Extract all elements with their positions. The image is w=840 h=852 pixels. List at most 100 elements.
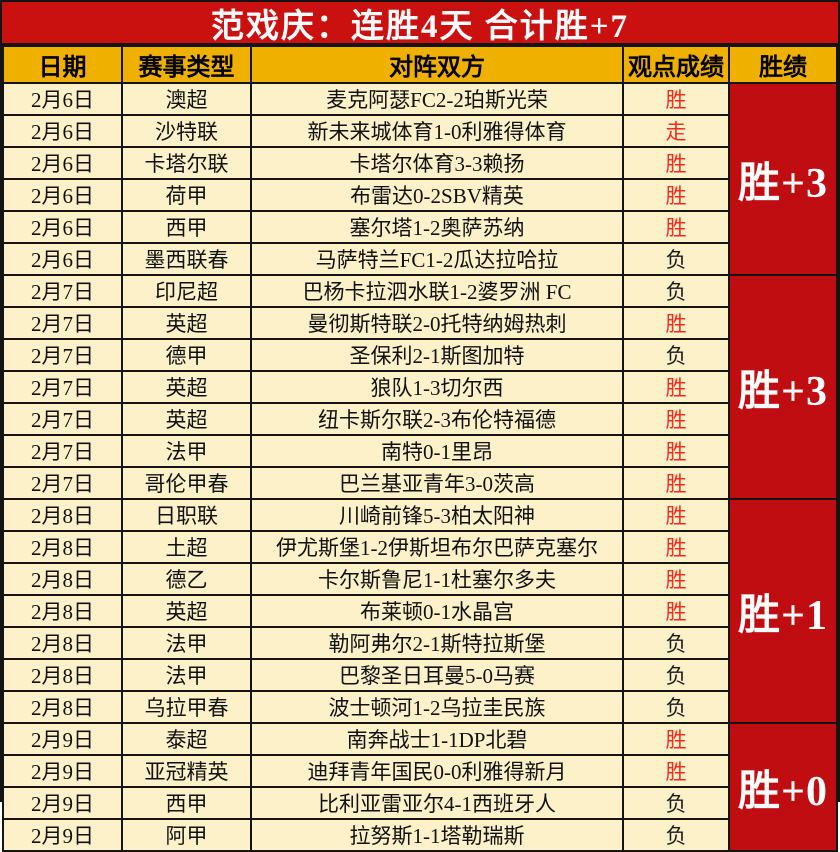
date-cell: 2月8日 bbox=[2, 626, 123, 660]
date-cell: 2月7日 bbox=[2, 274, 123, 308]
result-cell: 走 bbox=[622, 114, 730, 148]
match-cell: 狼队1-3切尔西 bbox=[250, 370, 624, 404]
column-header-streak: 胜绩 bbox=[728, 45, 838, 84]
date-cell: 2月8日 bbox=[2, 562, 123, 596]
league-cell: 土超 bbox=[121, 530, 252, 564]
league-cell: 阿甲 bbox=[121, 818, 252, 852]
table-row: 2月6日 西甲 塞尔塔1-2奥萨苏纳 胜 bbox=[2, 210, 837, 244]
match-cell: 巴杨卡拉泗水联1-2婆罗洲 FC bbox=[250, 274, 624, 308]
result-cell: 负 bbox=[622, 690, 730, 724]
table-row: 2月6日 荷甲 布雷达0-2SBV精英 胜 bbox=[2, 178, 837, 212]
result-cell: 胜 bbox=[622, 466, 730, 500]
result-cell: 胜 bbox=[622, 498, 730, 532]
column-header-date: 日期 bbox=[2, 45, 123, 84]
page-title: 范戏庆：连胜4天 合计胜+7 bbox=[210, 8, 630, 45]
streak-summary-cell: 胜+1 bbox=[728, 498, 838, 724]
match-cell: 布雷达0-2SBV精英 bbox=[250, 178, 624, 212]
date-cell: 2月9日 bbox=[2, 754, 123, 788]
match-cell: 塞尔塔1-2奥萨苏纳 bbox=[250, 210, 624, 244]
result-cell: 胜 bbox=[622, 306, 730, 340]
table-row: 2月7日 印尼超 巴杨卡拉泗水联1-2婆罗洲 FC 负 胜+3 bbox=[2, 274, 838, 500]
streak-summary-cell: 胜+0 bbox=[728, 722, 838, 852]
league-cell: 哥伦甲春 bbox=[121, 466, 252, 500]
match-cell: 波士顿河1-2乌拉圭民族 bbox=[250, 690, 624, 724]
date-cell: 2月6日 bbox=[2, 178, 123, 212]
league-cell: 墨西联春 bbox=[121, 242, 252, 276]
date-cell: 2月7日 bbox=[2, 338, 123, 372]
match-cell: 拉努斯1-1塔勒瑞斯 bbox=[250, 818, 624, 852]
league-cell: 英超 bbox=[121, 594, 252, 628]
match-cell: 川崎前锋5-3柏太阳神 bbox=[250, 498, 624, 532]
date-cell: 2月6日 bbox=[2, 242, 123, 276]
result-cell: 胜 bbox=[622, 178, 730, 212]
league-cell: 乌拉甲春 bbox=[121, 690, 252, 724]
date-cell: 2月7日 bbox=[2, 466, 123, 500]
result-cell: 胜 bbox=[622, 82, 730, 116]
result-cell: 胜 bbox=[622, 210, 730, 244]
table-row: 2月9日 亚冠精英 迪拜青年国民0-0利雅得新月 胜 bbox=[2, 754, 837, 788]
date-cell: 2月7日 bbox=[2, 306, 123, 340]
date-cell: 2月9日 bbox=[2, 818, 123, 852]
result-cell: 胜 bbox=[622, 402, 730, 436]
league-cell: 法甲 bbox=[121, 434, 252, 468]
league-cell: 英超 bbox=[121, 370, 252, 404]
result-cell: 胜 bbox=[622, 146, 730, 180]
league-cell: 沙特联 bbox=[121, 114, 252, 148]
date-cell: 2月7日 bbox=[2, 434, 123, 468]
result-cell: 负 bbox=[622, 242, 730, 276]
match-cell: 马萨特兰FC1-2瓜达拉哈拉 bbox=[250, 242, 624, 276]
date-cell: 2月6日 bbox=[2, 210, 123, 244]
match-cell: 纽卡斯尔联2-3布伦特福德 bbox=[250, 402, 624, 436]
table-row: 2月6日 墨西联春 马萨特兰FC1-2瓜达拉哈拉 负 bbox=[2, 242, 837, 276]
table-row: 2月6日 沙特联 新未来城体育1-0利雅得体育 走 bbox=[2, 114, 837, 148]
match-cell: 伊尤斯堡1-2伊斯坦布尔巴萨克塞尔 bbox=[250, 530, 624, 564]
league-cell: 日职联 bbox=[121, 498, 252, 532]
column-header-league: 赛事类型 bbox=[121, 45, 252, 84]
streak-summary-cell: 胜+3 bbox=[728, 274, 838, 500]
match-cell: 比利亚雷亚尔4-1西班牙人 bbox=[250, 786, 624, 820]
table-row: 2月8日 英超 布莱顿0-1水晶宫 胜 bbox=[2, 594, 837, 628]
match-cell: 新未来城体育1-0利雅得体育 bbox=[250, 114, 624, 148]
league-cell: 英超 bbox=[121, 402, 252, 436]
table-row: 2月7日 哥伦甲春 巴兰基亚青年3-0茨高 胜 bbox=[2, 466, 837, 500]
date-cell: 2月9日 bbox=[2, 786, 123, 820]
league-cell: 德乙 bbox=[121, 562, 252, 596]
result-cell: 负 bbox=[622, 338, 730, 372]
date-cell: 2月7日 bbox=[2, 370, 123, 404]
match-cell: 巴黎圣日耳曼5-0马赛 bbox=[250, 658, 624, 692]
match-cell: 卡塔尔体育3-3赖扬 bbox=[250, 146, 624, 180]
result-cell: 负 bbox=[622, 274, 730, 308]
result-cell: 胜 bbox=[622, 370, 730, 404]
table-row: 2月9日 西甲 比利亚雷亚尔4-1西班牙人 负 bbox=[2, 786, 837, 820]
league-cell: 法甲 bbox=[121, 658, 252, 692]
table-row: 2月9日 泰超 南奔战士1-1DP北碧 胜 胜+0 bbox=[2, 722, 838, 852]
result-cell: 胜 bbox=[622, 562, 730, 596]
streak-summary-cell: 胜+3 bbox=[728, 82, 838, 276]
result-cell: 胜 bbox=[622, 722, 730, 756]
match-cell: 南特0-1里昂 bbox=[250, 434, 624, 468]
result-cell: 胜 bbox=[622, 434, 730, 468]
date-cell: 2月8日 bbox=[2, 690, 123, 724]
table-row: 2月8日 法甲 巴黎圣日耳曼5-0马赛 负 bbox=[2, 658, 837, 692]
table-row: 2月6日 澳超 麦克阿瑟FC2-2珀斯光荣 胜 胜+3 bbox=[2, 82, 838, 276]
table-row: 2月8日 乌拉甲春 波士顿河1-2乌拉圭民族 负 bbox=[2, 690, 837, 724]
table-row: 2月9日 阿甲 拉努斯1-1塔勒瑞斯 负 bbox=[2, 818, 837, 852]
result-cell: 胜 bbox=[622, 754, 730, 788]
table-row: 2月7日 德甲 圣保利2-1斯图加特 负 bbox=[2, 338, 837, 372]
date-cell: 2月8日 bbox=[2, 498, 123, 532]
table-row: 2月7日 英超 纽卡斯尔联2-3布伦特福德 胜 bbox=[2, 402, 837, 436]
table-row: 2月7日 英超 曼彻斯特联2-0托特纳姆热刺 胜 bbox=[2, 306, 837, 340]
match-cell: 迪拜青年国民0-0利雅得新月 bbox=[250, 754, 624, 788]
match-cell: 麦克阿瑟FC2-2珀斯光荣 bbox=[250, 82, 624, 116]
match-cell: 卡尔斯鲁尼1-1杜塞尔多夫 bbox=[250, 562, 624, 596]
table-row: 2月7日 英超 狼队1-3切尔西 胜 bbox=[2, 370, 837, 404]
date-cell: 2月7日 bbox=[2, 402, 123, 436]
date-cell: 2月9日 bbox=[2, 722, 123, 756]
table-row: 2月8日 法甲 勒阿弗尔2-1斯特拉斯堡 负 bbox=[2, 626, 837, 660]
league-cell: 泰超 bbox=[121, 722, 252, 756]
date-cell: 2月8日 bbox=[2, 530, 123, 564]
table-row: 2月6日 卡塔尔联 卡塔尔体育3-3赖扬 胜 bbox=[2, 146, 837, 180]
league-cell: 亚冠精英 bbox=[121, 754, 252, 788]
match-cell: 布莱顿0-1水晶宫 bbox=[250, 594, 624, 628]
